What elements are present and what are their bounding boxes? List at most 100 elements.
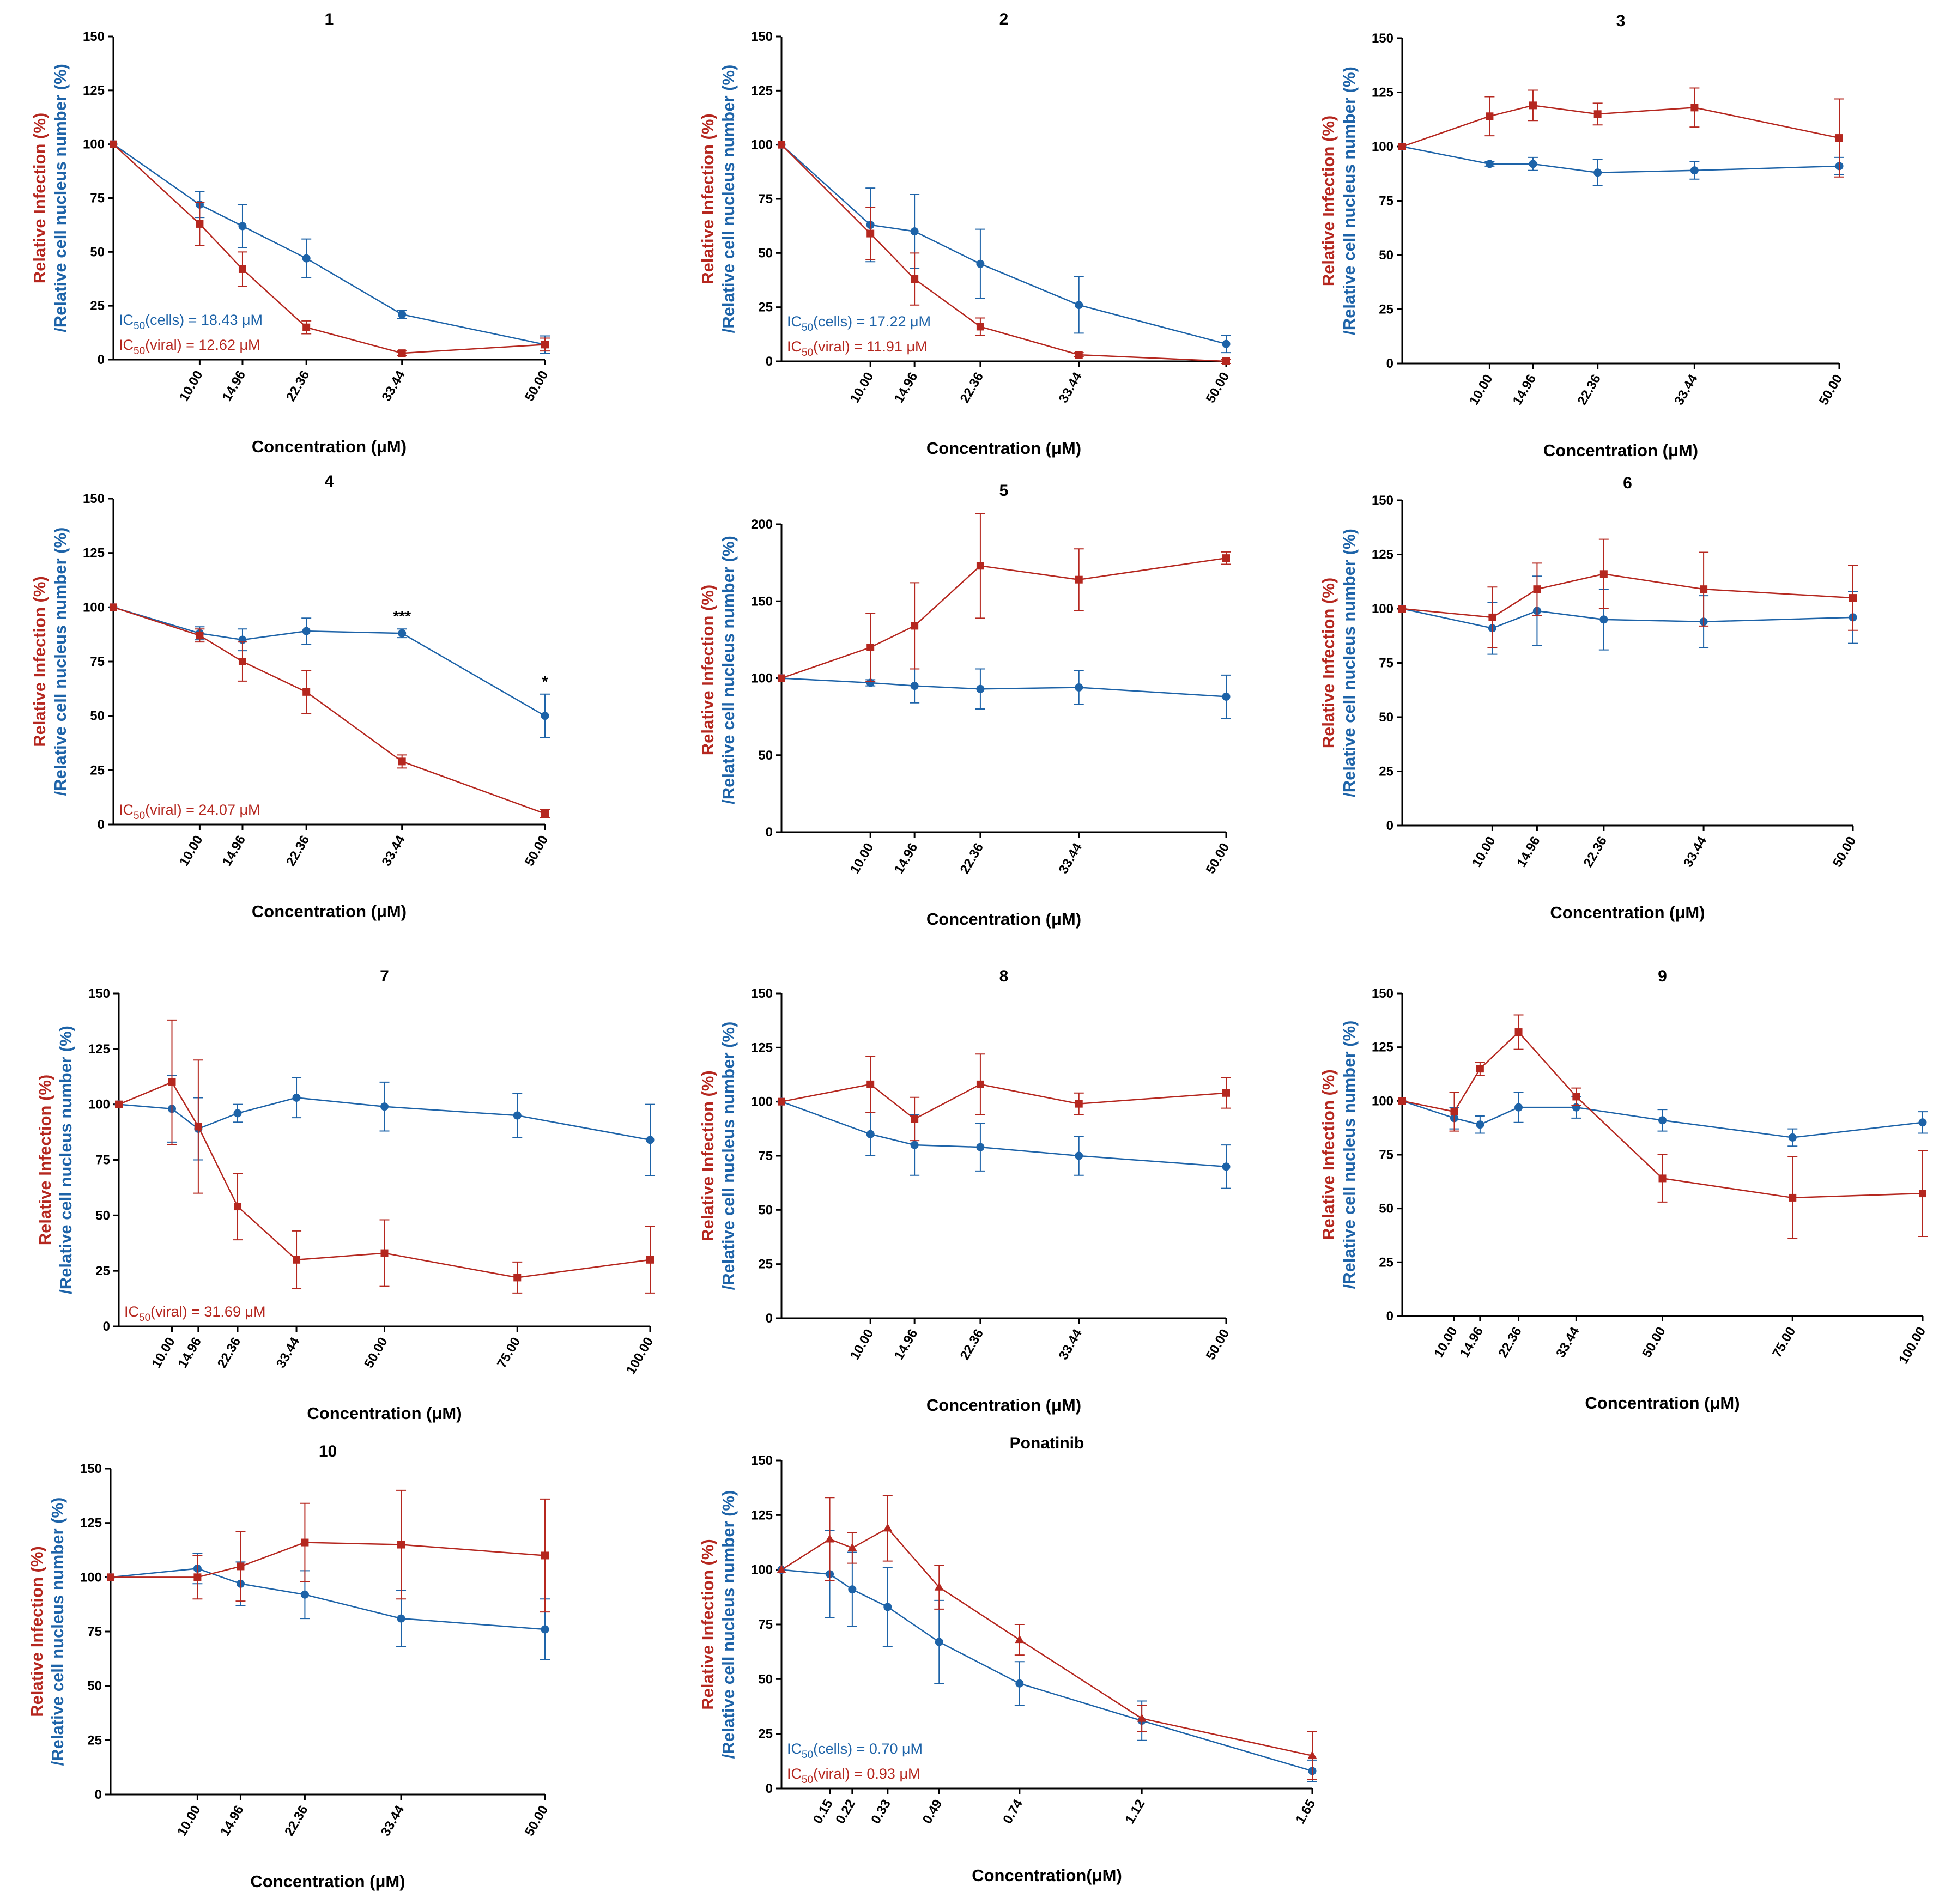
y-tick-label: 75	[1379, 194, 1393, 209]
data-point	[778, 674, 785, 682]
x-tick-label: 22.36	[1495, 1325, 1524, 1361]
data-point	[196, 632, 204, 640]
series-cells	[109, 603, 550, 738]
x-tick-label: 10.00	[174, 1803, 203, 1839]
chart-title: 10	[319, 1442, 337, 1460]
x-axis-label: Concentration (μM)	[926, 1396, 1081, 1415]
x-tick-label: 100.00	[1896, 1325, 1929, 1367]
data-point	[976, 259, 985, 268]
x-tick-label: 50.00	[1203, 1327, 1232, 1363]
y-axis-label: Relative Infection (%)/Relative cell nuc…	[30, 64, 70, 332]
y-tick-label: 50	[1379, 248, 1393, 263]
x-tick-label: 10.00	[177, 833, 205, 869]
data-point	[541, 712, 549, 720]
y-axis-label-viral: Relative Infection (%)	[698, 1070, 717, 1241]
x-tick-label: 33.44	[1056, 840, 1086, 876]
data-point	[115, 1100, 123, 1108]
x-tick-label: 14.96	[220, 368, 249, 404]
y-tick-label: 125	[751, 1040, 773, 1055]
y-tick-label: 125	[751, 83, 773, 98]
chart-panel-8: 8 0 25 50 75 100 125 150 10.00 14.96 22.36 33.44 50.…	[698, 967, 1232, 1415]
y-axis-label: Relative Infection (%)/Relative cell nuc…	[698, 65, 738, 333]
data-point	[237, 1562, 245, 1571]
data-point	[541, 810, 549, 818]
y-axis-label-cells: /Relative cell nucleus number (%)	[719, 1022, 738, 1290]
x-tick-label: 14.96	[1510, 372, 1539, 408]
series-line-viral	[1402, 573, 1853, 619]
y-axis-label: Relative Infection (%)/Relative cell nuc…	[698, 536, 738, 804]
chart-title: 3	[1616, 12, 1626, 30]
y-tick-label: 25	[87, 1733, 102, 1748]
data-point	[976, 1143, 985, 1151]
data-point	[1486, 112, 1494, 120]
data-point	[1514, 1028, 1523, 1036]
y-tick-label: 25	[758, 1727, 773, 1742]
ic50-annotation-cells: IC50(cells) = 18.43 μM	[119, 312, 263, 332]
x-tick-label: 10.00	[847, 1327, 876, 1363]
data-point	[1476, 1120, 1484, 1129]
data-point	[194, 1123, 202, 1131]
x-tick-label: 33.44	[274, 1335, 303, 1371]
data-point	[910, 1141, 919, 1149]
data-point	[1075, 683, 1083, 692]
y-tick-label: 100	[751, 138, 773, 153]
series-viral	[110, 603, 550, 819]
data-point	[1222, 357, 1230, 365]
y-tick-label: 75	[90, 191, 105, 206]
data-point	[1075, 1151, 1083, 1160]
chart-title: 8	[999, 967, 1009, 985]
y-tick-label: 75	[90, 654, 105, 669]
series-line-viral	[113, 607, 546, 815]
ic50-annotation-viral: IC50(viral) = 11.91 μM	[787, 338, 928, 359]
data-point	[397, 1541, 405, 1549]
data-point	[1599, 570, 1608, 578]
data-point	[1690, 166, 1699, 175]
significance-marker: ***	[393, 608, 411, 624]
x-tick-label: 0.33	[868, 1797, 894, 1827]
chart-title: Ponatinib	[1010, 1434, 1084, 1452]
chart-title: 2	[999, 10, 1009, 28]
data-point	[910, 227, 919, 236]
x-tick-label: 33.44	[378, 1803, 408, 1839]
series-line-viral	[781, 1527, 1313, 1757]
y-tick-label: 75	[1379, 656, 1393, 671]
y-tick-label: 100	[751, 1095, 773, 1109]
y-tick-label: 150	[1372, 31, 1393, 46]
y-tick-label: 75	[1379, 1148, 1393, 1162]
chart-title: 9	[1658, 967, 1667, 985]
data-point	[196, 220, 204, 228]
series-cells	[106, 1553, 550, 1660]
data-point	[848, 1585, 857, 1594]
x-tick-label: 0.49	[920, 1797, 946, 1827]
x-tick-label: 10.00	[847, 370, 876, 406]
y-tick-label: 125	[80, 1516, 102, 1531]
x-tick-label: 33.44	[379, 833, 408, 869]
data-point	[107, 1573, 114, 1581]
data-point	[1075, 575, 1083, 584]
data-point	[302, 323, 311, 331]
x-tick-label: 10.00	[149, 1335, 178, 1371]
x-tick-label: 1.12	[1123, 1797, 1148, 1827]
x-tick-label: 100.00	[623, 1335, 656, 1377]
ic50-annotation-viral: IC50(viral) = 31.69 μM	[124, 1303, 266, 1324]
x-axis-label: Concentration (μM)	[1543, 441, 1698, 460]
y-tick-label: 50	[1379, 1202, 1393, 1216]
y-tick-label: 125	[1372, 1040, 1393, 1055]
y-tick-label: 125	[88, 1042, 110, 1057]
series-line-cells	[781, 144, 1227, 345]
x-axis-label: Concentration (μM)	[1550, 903, 1705, 922]
series-line-cells	[113, 607, 546, 717]
series-line-viral	[781, 557, 1227, 679]
series-line-viral	[781, 144, 1227, 362]
y-tick-label: 75	[95, 1153, 110, 1168]
data-point	[1788, 1133, 1797, 1142]
y-axis-label-cells: /Relative cell nucleus number (%)	[51, 527, 70, 796]
significance-marker: *	[542, 673, 548, 690]
y-tick-label: 150	[88, 986, 110, 1001]
x-tick-label: 50.00	[1203, 370, 1232, 406]
series-line-cells	[781, 1101, 1227, 1168]
series-viral	[778, 513, 1231, 682]
y-tick-label: 100	[751, 671, 773, 686]
data-point	[778, 141, 785, 149]
x-tick-label: 14.96	[1514, 834, 1543, 870]
